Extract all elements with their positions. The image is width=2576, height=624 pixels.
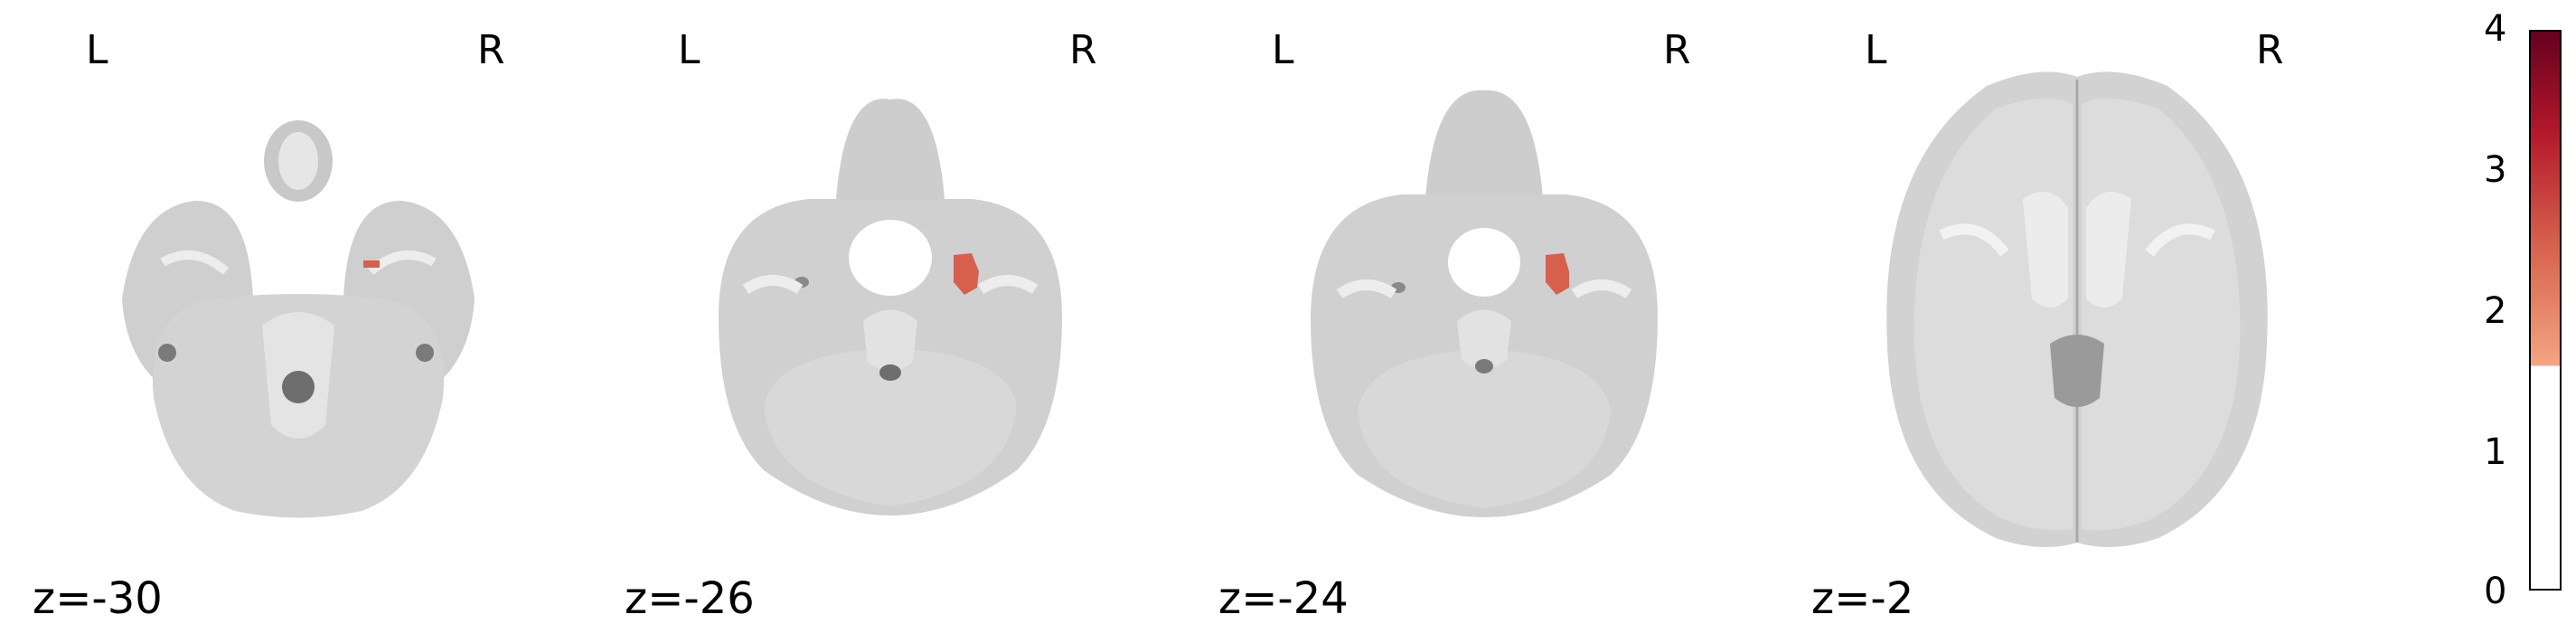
activation-blob xyxy=(363,260,380,268)
activation-blob xyxy=(1546,253,1569,295)
activation-blob xyxy=(954,253,979,295)
left-orientation-label: L xyxy=(1272,27,1294,73)
right-orientation-label: R xyxy=(477,27,505,73)
right-orientation-label: R xyxy=(1069,27,1097,73)
slice-panel-z-30: L R z=-30 xyxy=(0,0,588,624)
colorbar-tick-label: 3 xyxy=(2484,149,2507,191)
axial-brain-slice-image xyxy=(1886,71,2268,547)
left-orientation-label: L xyxy=(678,27,700,73)
left-orientation-label: L xyxy=(86,27,108,73)
colorbar-tick-label: 4 xyxy=(2484,8,2507,50)
slice-coordinate-label: z=-30 xyxy=(33,573,163,624)
axial-brain-slice-image xyxy=(122,120,475,518)
colorbar xyxy=(2529,30,2562,591)
axial-brain-slice-image xyxy=(1311,90,1658,517)
colorbar-tick-label: 0 xyxy=(2484,571,2507,612)
slice-panel-z-2: L R z=-2 xyxy=(1779,0,2366,624)
colorbar-tick-label: 1 xyxy=(2484,431,2507,473)
colorbar-tick-label: 2 xyxy=(2484,290,2507,332)
right-orientation-label: R xyxy=(2256,27,2284,73)
slice-panel-z-26: L R z=-26 xyxy=(592,0,1180,624)
slice-coordinate-label: z=-26 xyxy=(625,573,755,624)
right-orientation-label: R xyxy=(1663,27,1691,73)
slice-coordinate-label: z=-24 xyxy=(1218,573,1349,624)
axial-brain-slice-image xyxy=(719,99,1062,515)
slice-panel-z-24: L R z=-24 xyxy=(1186,0,1773,624)
slice-coordinate-label: z=-2 xyxy=(1811,573,1914,624)
left-orientation-label: L xyxy=(1865,27,1887,73)
